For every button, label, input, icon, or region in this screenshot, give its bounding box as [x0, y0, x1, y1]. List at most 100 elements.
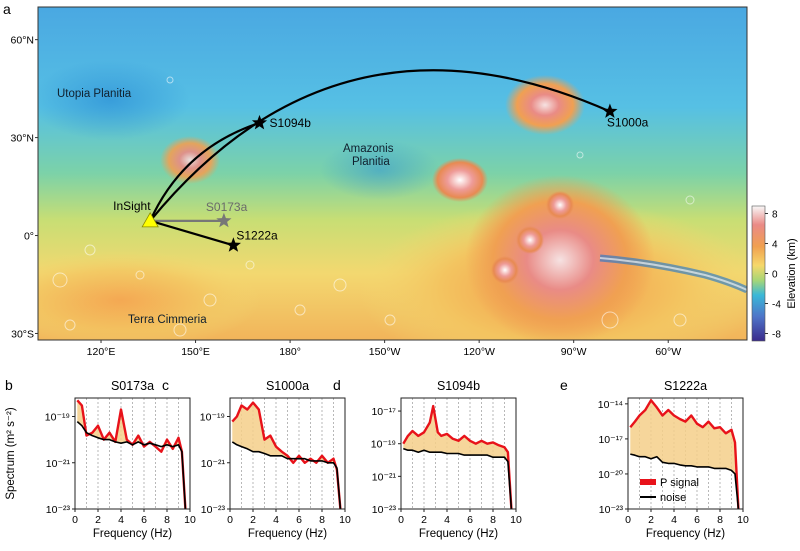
- spectrum-panel-c: 10⁻¹⁹ 10⁻²¹ 10⁻²³0 2 4 6 8 10 Frequency (Hz) S100…: [162, 377, 351, 540]
- x-tick-label: 10: [339, 514, 351, 526]
- lat-tick-label: 30°S: [11, 328, 34, 340]
- x-tick-label: 6: [141, 514, 147, 526]
- colorbar-gradient: [751, 205, 766, 342]
- x-tick-label: 8: [319, 514, 325, 526]
- lon-tick-label: 90°W: [561, 346, 587, 358]
- lat-tick-label: 0°: [24, 231, 34, 243]
- x-tick-label: 10: [510, 514, 522, 526]
- y-tick-label: 10⁻²⁰: [598, 469, 623, 481]
- olympus-mons: [432, 158, 488, 202]
- colorbar-label: Elevation (km): [786, 238, 798, 308]
- lon-tick-label: 180°: [279, 346, 301, 358]
- colorbar-tick-label: -8: [772, 330, 781, 341]
- y-tick-label: 10⁻²³: [372, 504, 397, 516]
- x-tick-label: 0: [625, 514, 631, 526]
- region-label: Amazonis: [343, 143, 394, 155]
- lat-tick-label: 30°N: [11, 133, 34, 145]
- lat-tick-label: 60°N: [11, 35, 34, 47]
- lon-tick-label: 150°W: [369, 346, 401, 358]
- craters: [52, 76, 695, 337]
- ascraeus-mons: [546, 191, 574, 219]
- x-tick-label: 2: [250, 514, 256, 526]
- southern-highlands: [38, 250, 260, 340]
- event-overlay: S1094b S1000a S0173a S1222a InSight: [113, 69, 649, 252]
- lon-tick-label: 120°W: [463, 346, 495, 358]
- colorbar-tick-label: -4: [772, 300, 781, 311]
- panel-frame: [74, 397, 191, 510]
- spectrum-panel-d: 10⁻¹⁷ 10⁻¹⁹ 10⁻²¹ 10⁻²³0 2 4 6 8 10 Frequency (Hz…: [333, 377, 522, 540]
- ray-path-s1000a: [149, 69, 611, 222]
- valles-marineris-rim: [599, 257, 747, 291]
- event-label: S1222a: [236, 228, 278, 242]
- spectrum-panel-e: 10⁻¹⁴ 10⁻¹⁷ 10⁻²⁰ 10⁻²³0 2 4 6 8 10 Frequency (Hz…: [560, 377, 749, 540]
- x-axis-label: Frequency (Hz): [419, 528, 498, 540]
- x-tick-label: 0: [398, 514, 404, 526]
- y-tick-label: 10⁻²³: [599, 504, 624, 516]
- y-tick-label: 10⁻¹⁴: [598, 399, 623, 411]
- panel-label: b: [5, 377, 13, 393]
- x-axis-label: Frequency (Hz): [93, 528, 172, 540]
- x-tick-label: 10: [184, 514, 196, 526]
- x-tick-label: 6: [694, 514, 700, 526]
- y-tick-label: 10⁻¹⁹: [200, 412, 225, 424]
- panel-label: e: [560, 377, 568, 393]
- ray-path-s1222a: [149, 219, 234, 247]
- lon-tick-label: 120°E: [87, 346, 116, 358]
- panel-frame: [229, 397, 346, 510]
- region-label: Utopia Planitia: [57, 88, 132, 100]
- x-tick-label: 10: [737, 514, 749, 526]
- colorbar-tick-label: 4: [772, 240, 778, 251]
- lon-tick-label: 150°E: [181, 346, 210, 358]
- y-tick-label: 10⁻²¹: [46, 458, 71, 470]
- amazonis-basin: [320, 140, 440, 200]
- event-star-s0173a: [216, 212, 232, 228]
- x-tick-label: 0: [227, 514, 233, 526]
- panel-label-a: a: [3, 1, 11, 17]
- noise-line-d: [403, 447, 513, 510]
- p-signal-line-d: [402, 404, 513, 510]
- ray-path-s1094b: [149, 121, 260, 222]
- y-tick-label: 10⁻²¹: [372, 471, 397, 483]
- map-axes: 60°N 30°N 0° 30°S 120°E 150°E 180° 150°W 120°W 90…: [11, 35, 682, 358]
- noise-line-c: [231, 441, 342, 510]
- event-label: S1000a: [607, 115, 649, 129]
- arsia-mons: [491, 256, 519, 284]
- y-tick-label: 10⁻¹⁷: [371, 406, 396, 418]
- y-tick-label: 10⁻¹⁹: [371, 439, 396, 451]
- x-tick-label: 2: [648, 514, 654, 526]
- p-signal-line-e: [629, 399, 740, 510]
- panel-title: S1094b: [437, 379, 480, 393]
- event-star-s1222a: [225, 237, 241, 252]
- colorbar-tick-label: 8: [772, 210, 778, 221]
- x-tick-label: 4: [273, 514, 279, 526]
- x-tick-label: 2: [95, 514, 101, 526]
- event-label: S1094b: [270, 116, 312, 130]
- x-tick-label: 8: [490, 514, 496, 526]
- insight-station-marker: [141, 212, 159, 228]
- y-tick-label: 10⁻¹⁹: [45, 412, 70, 424]
- elevation-colorbar: 8 4 0 -4 -8 Elevation (km): [751, 205, 798, 342]
- legend-label-signal: P signal: [660, 477, 699, 489]
- y-axis-label: Spectrum (m² s⁻²): [5, 407, 17, 499]
- panel-title: S0173a: [111, 379, 154, 393]
- lon-tick-label: 60°W: [655, 346, 681, 358]
- x-tick-label: 8: [164, 514, 170, 526]
- x-tick-label: 0: [72, 514, 78, 526]
- signal-noise-fill: [630, 400, 739, 509]
- y-tick-label: 10⁻²¹: [201, 458, 226, 470]
- station-label: InSight: [113, 199, 151, 213]
- x-tick-label: 4: [444, 514, 450, 526]
- y-tick-label: 10⁻¹⁷: [598, 434, 623, 446]
- x-axis-label: Frequency (Hz): [248, 528, 327, 540]
- p-signal-line-c: [231, 401, 342, 510]
- region-label: Planitia: [352, 156, 390, 168]
- noise-line-b: [76, 421, 187, 510]
- x-tick-label: 4: [118, 514, 124, 526]
- panel-label: c: [162, 377, 169, 393]
- signal-noise-fill: [77, 400, 186, 509]
- pavonis-mons: [516, 226, 544, 254]
- panel-frame: [400, 397, 517, 510]
